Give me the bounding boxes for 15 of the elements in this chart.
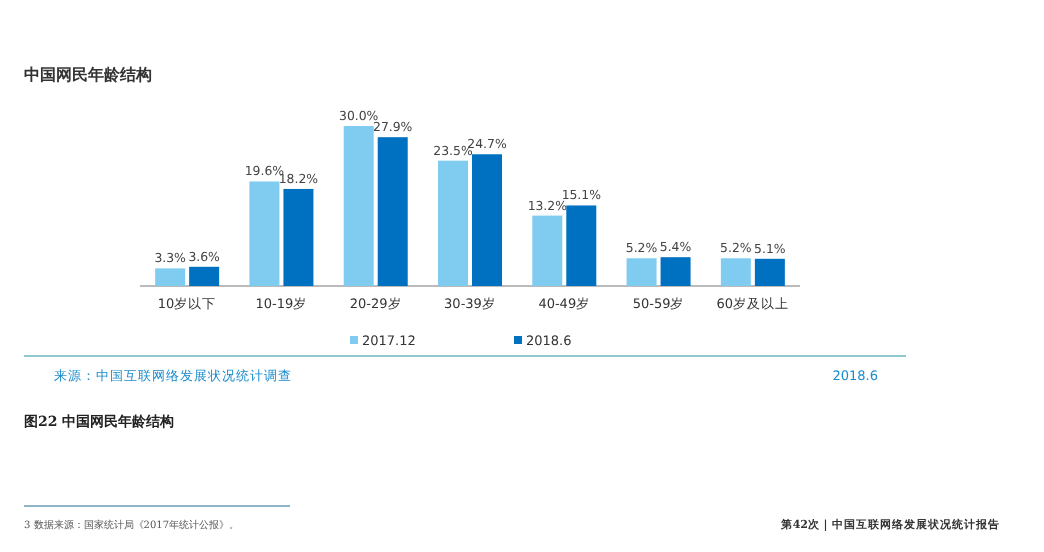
bar	[283, 188, 314, 286]
bar	[660, 257, 691, 286]
bar	[249, 181, 280, 286]
bar	[720, 258, 751, 286]
bar	[566, 205, 597, 286]
bar	[626, 258, 657, 286]
bar	[189, 266, 220, 286]
bar	[754, 258, 785, 286]
bar	[343, 126, 374, 286]
chart-title: 中国网民年龄结构	[24, 64, 152, 84]
bar	[472, 154, 502, 286]
bar	[377, 137, 408, 286]
bar	[438, 160, 468, 286]
bar	[532, 215, 563, 286]
bar	[155, 268, 186, 286]
